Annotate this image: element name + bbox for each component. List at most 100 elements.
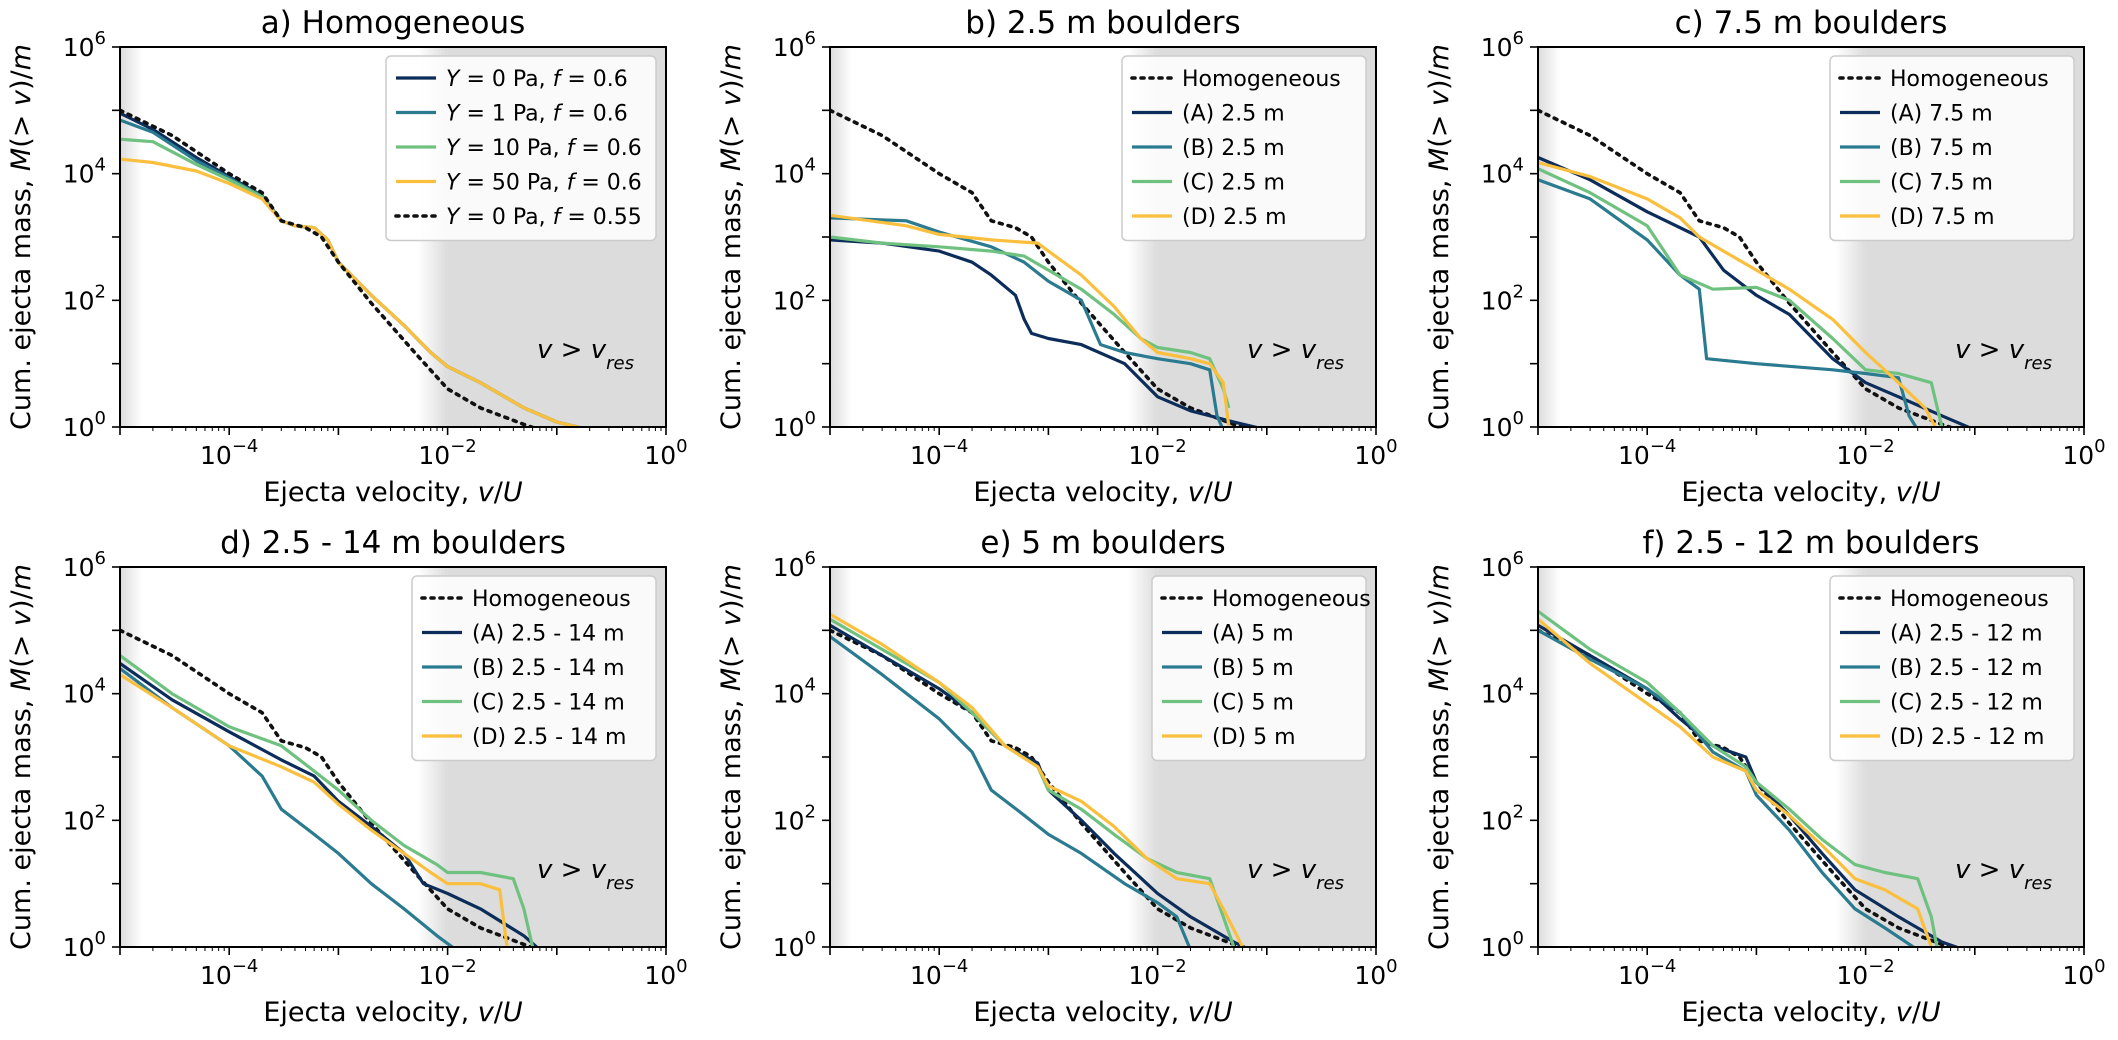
legend-label: Homogeneous xyxy=(1212,587,1371,612)
chart-panel-b: 10−4 10−2 100 100 102 104 106 b) 2.5 m boulders… xyxy=(716,5,1398,508)
series-line-4 xyxy=(120,654,535,947)
left-edge-shade xyxy=(830,567,852,947)
legend: Homogeneous (A) 7.5 m (B) 7.5 m (C) 7.5 m (D… xyxy=(1829,55,2075,242)
series-line-5 xyxy=(1538,617,1933,947)
x-tick-label: 10−2 xyxy=(418,956,476,990)
legend: Homogeneous (A) 2.5 - 14 m (B) 2.5 - 14 m (… xyxy=(411,575,657,762)
y-tick-label: 100 xyxy=(63,408,106,442)
legend-label: (A) 2.5 - 12 m xyxy=(1890,622,2043,647)
y-tick-label: 100 xyxy=(773,408,816,442)
x-axis-label: Ejecta velocity, v/U xyxy=(1681,997,1941,1028)
y-tick-label: 102 xyxy=(63,281,106,315)
residual-velocity-annotation: v > vres xyxy=(537,855,634,894)
y-tick-label: 104 xyxy=(1481,155,1524,189)
series-group xyxy=(1538,108,1973,427)
series-line-5 xyxy=(120,108,538,427)
series-line-4 xyxy=(1538,167,1944,427)
legend-label: Homogeneous xyxy=(1890,67,2049,92)
series-line-2 xyxy=(830,238,1262,427)
legend-label: (D) 5 m xyxy=(1212,725,1296,750)
series-line-5 xyxy=(830,612,1245,947)
chart-title: c) 7.5 m boulders xyxy=(1675,5,1948,41)
residual-velocity-annotation: v > vres xyxy=(1955,335,2052,374)
chart-panel-f: 10−4 10−2 100 100 102 104 106 f) 2.5 - 12 m bou… xyxy=(1424,525,2106,1028)
legend-box xyxy=(385,55,657,242)
series-group xyxy=(120,108,585,427)
x-tick-label: 10−2 xyxy=(1836,956,1894,990)
x-tick-label: 100 xyxy=(2062,436,2105,470)
x-axis-label: Ejecta velocity, v/U xyxy=(263,997,523,1028)
left-edge-shade xyxy=(1538,47,1560,427)
y-tick-label: 100 xyxy=(63,928,106,962)
y-tick-label: 102 xyxy=(1481,801,1524,835)
series-line-5 xyxy=(830,213,1231,427)
legend: Y = 0 Pa, f = 0.6 Y = 1 Pa, f = 0.6 Y = 10… xyxy=(385,55,657,242)
chart-title: b) 2.5 m boulders xyxy=(965,5,1240,41)
x-tick-label: 10−2 xyxy=(1836,436,1894,470)
x-tick-label: 100 xyxy=(1354,956,1397,990)
y-tick-label: 106 xyxy=(63,28,106,62)
y-tick-label: 102 xyxy=(773,801,816,835)
x-axis-label: Ejecta velocity, v/U xyxy=(973,997,1233,1028)
x-axis-label: Ejecta velocity, v/U xyxy=(1681,477,1941,508)
x-tick-label: 100 xyxy=(644,956,687,990)
y-tick-label: 106 xyxy=(773,548,816,582)
series-group xyxy=(830,612,1248,947)
series-group xyxy=(120,628,540,947)
legend-label: (D) 2.5 m xyxy=(1182,205,1287,230)
left-edge-shade xyxy=(1538,567,1560,947)
chart-title: f) 2.5 - 12 m boulders xyxy=(1643,525,1980,561)
series-line-3 xyxy=(120,667,455,947)
legend-label: (A) 7.5 m xyxy=(1890,102,1993,127)
x-tick-label: 100 xyxy=(644,436,687,470)
series-group xyxy=(830,108,1262,427)
residual-velocity-annotation: v > vres xyxy=(1247,335,1344,374)
legend-label: (C) 5 m xyxy=(1212,691,1294,716)
y-tick-label: 104 xyxy=(773,155,816,189)
y-tick-label: 104 xyxy=(1481,675,1524,709)
legend-label: (B) 2.5 - 14 m xyxy=(472,656,625,681)
x-tick-label: 10−4 xyxy=(910,956,968,990)
legend-label: (A) 5 m xyxy=(1212,622,1294,647)
series-line-2 xyxy=(120,662,540,947)
chart-panel-a: 10−4 10−2 100 100 102 104 106 a) Homogeneous Eje… xyxy=(6,5,688,508)
legend-box xyxy=(411,575,657,762)
y-tick-label: 102 xyxy=(1481,281,1524,315)
series-line-1 xyxy=(1538,108,1956,427)
series-line-4 xyxy=(830,235,1231,409)
legend-label: Y = 1 Pa, f = 0.6 xyxy=(446,102,628,127)
y-tick-label: 104 xyxy=(63,675,106,709)
chart-panel-e: 10−4 10−2 100 100 102 104 106 e) 5 m boulders Ej… xyxy=(716,525,1398,1028)
legend-label: Y = 0 Pa, f = 0.6 xyxy=(446,67,628,92)
legend-label: Y = 0 Pa, f = 0.55 xyxy=(446,205,642,230)
x-tick-label: 10−4 xyxy=(200,956,258,990)
legend: Homogeneous (A) 5 m (B) 5 m (C) 5 m (D) 5 m xyxy=(1151,575,1371,762)
legend-label: (B) 7.5 m xyxy=(1890,136,1993,161)
legend-label: (B) 2.5 - 12 m xyxy=(1890,656,2043,681)
x-tick-label: 10−4 xyxy=(1618,956,1676,990)
series-line-1 xyxy=(830,628,1248,947)
y-axis-label: Cum. ejecta mass, M(> v)/m xyxy=(1424,44,1455,430)
legend-label: (D) 2.5 - 14 m xyxy=(472,725,626,750)
legend-label: (D) 7.5 m xyxy=(1890,205,1995,230)
series-line-1 xyxy=(120,628,538,947)
x-tick-label: 10−2 xyxy=(418,436,476,470)
y-axis-label: Cum. ejecta mass, M(> v)/m xyxy=(6,44,37,430)
series-group xyxy=(1538,610,1961,947)
x-axis-label: Ejecta velocity, v/U xyxy=(973,477,1233,508)
chart-title: d) 2.5 - 14 m boulders xyxy=(220,525,566,561)
legend-box xyxy=(1151,575,1367,762)
legend-box xyxy=(1829,575,2075,762)
legend: Homogeneous (A) 2.5 m (B) 2.5 m (C) 2.5 m (D… xyxy=(1121,55,1367,242)
x-tick-label: 10−2 xyxy=(1128,956,1186,990)
y-axis-label: Cum. ejecta mass, M(> v)/m xyxy=(716,564,747,950)
chart-title: a) Homogeneous xyxy=(261,5,526,41)
series-line-3 xyxy=(830,635,1192,947)
left-edge-shade xyxy=(120,47,142,427)
y-tick-label: 100 xyxy=(1481,928,1524,962)
x-tick-label: 10−4 xyxy=(1618,436,1676,470)
y-tick-label: 104 xyxy=(773,675,816,709)
legend-label: (A) 2.5 - 14 m xyxy=(472,622,625,647)
y-axis-label: Cum. ejecta mass, M(> v)/m xyxy=(1424,564,1455,950)
